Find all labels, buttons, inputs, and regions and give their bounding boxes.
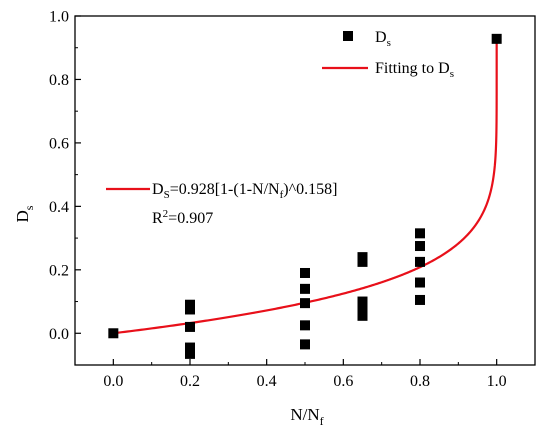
x-tick-label-3: 0.6 [333,373,353,390]
y-tick-label-5: 1.0 [49,9,69,26]
data-point-20 [415,277,425,288]
data-point-17 [415,228,425,239]
fit-equation-suffix: )^0.158] [283,181,337,198]
x-tick-label-1: 0.2 [180,373,200,390]
r-squared-suffix: =0.907 [168,210,213,227]
fit-equation-mid: =0.928[1-(1-N/N [170,181,280,198]
legend-label-fit-sub: s [450,68,454,80]
x-axis-label-sub: f [320,414,324,428]
data-point-5 [185,348,195,359]
legend: Ds Fitting to Ds [322,29,454,80]
data-point-21 [415,294,425,305]
y-axis-label-main: D [13,210,32,222]
y-tick-label-1: 0.2 [49,262,69,279]
x-tick-label-4: 0.8 [410,373,430,390]
r-squared: R2=0.907 [152,208,213,227]
data-point-16 [357,310,368,321]
fit-equation-sub-f: f [280,189,284,201]
fit-equation-prefix: D [152,181,164,198]
legend-label-ds-main: D [375,29,387,46]
data-point-4 [185,342,195,353]
axis-ticks [75,15,498,365]
equation-annotation: DS=0.928[1-(1-N/Nf)^0.158] R2=0.907 [106,181,337,227]
data-point-22 [491,33,502,44]
fit-curve-line [113,38,498,335]
data-point-3 [185,321,195,332]
legend-label-ds: Ds [375,29,391,49]
x-tick-label-2: 0.4 [257,373,277,390]
data-points [108,33,502,359]
data-point-14 [357,301,368,312]
legend-label-ds-sub: s [387,37,391,49]
y-axis-label: Ds [13,205,36,222]
fit-equation-sub-s: S [164,189,170,201]
x-tick-label-5: 1.0 [487,373,507,390]
data-point-8 [300,298,310,309]
y-tick-label-3: 0.6 [49,135,69,152]
axis-tick-labels: 0.0 0.2 0.4 0.6 0.8 1.0 0.0 0.2 0.4 0.6 0.8 1.0 [49,9,507,391]
y-tick-label-2: 0.4 [49,199,69,216]
y-tick-label-4: 0.8 [49,72,69,89]
data-point-12 [357,256,368,267]
data-point-9 [300,320,310,331]
legend-label-fit-main: Fitting to D [375,60,450,77]
data-point-2 [185,304,195,315]
data-point-7 [300,283,310,294]
x-tick-label-0: 0.0 [103,373,123,390]
data-point-19 [415,256,425,267]
r-squared-prefix: R [152,210,163,227]
fit-equation: DS=0.928[1-(1-N/Nf)^0.158] [152,181,337,201]
x-axis-label-main: N/N [290,405,319,424]
data-point-18 [415,241,425,252]
data-point-0 [108,328,119,339]
x-axis-label: N/Nf [290,405,323,428]
data-point-10 [300,339,310,350]
data-point-6 [300,267,310,278]
legend-label-fit: Fitting to Ds [375,60,454,80]
r-squared-sup: 2 [163,208,169,220]
y-tick-label-0: 0.0 [49,326,69,343]
legend-marker-ds [343,31,353,41]
y-axis-label-sub: s [22,205,36,210]
